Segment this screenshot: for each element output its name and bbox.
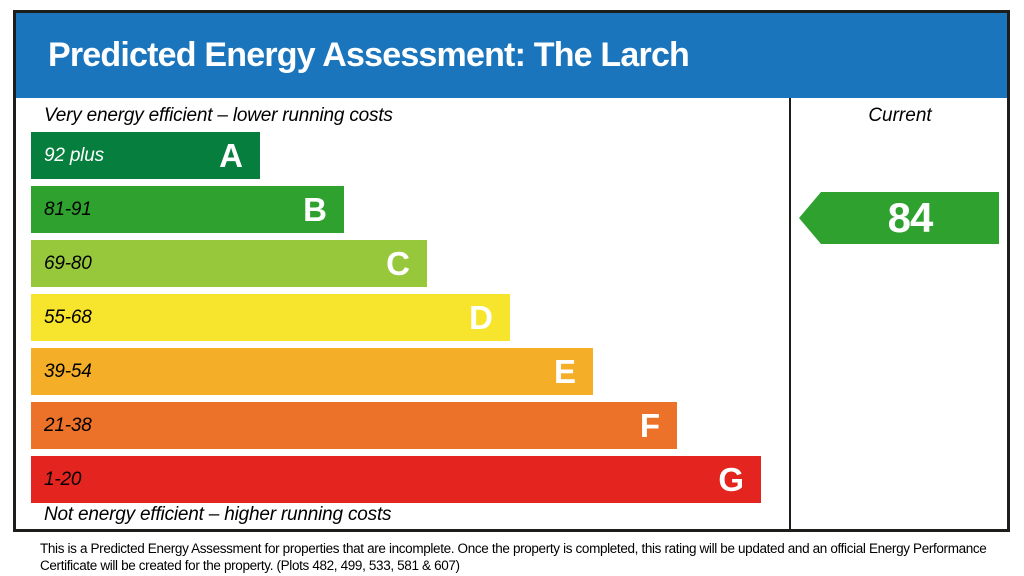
- bands-container: 92 plus A 81-91 B 69-80 C 55-68 D: [31, 132, 761, 510]
- band-G: 1-20 G: [31, 456, 761, 503]
- band-letter: C: [386, 245, 410, 282]
- band-range-label: 1-20: [44, 468, 82, 490]
- chart-body: Very energy efficient – lower running co…: [16, 98, 1007, 529]
- band-F: 21-38 F: [31, 402, 677, 449]
- footnote: This is a Predicted Energy Assessment fo…: [40, 541, 987, 573]
- band-letter: G: [718, 461, 744, 498]
- band-letter: F: [639, 407, 660, 444]
- band-letter: D: [469, 299, 493, 336]
- not-efficient-label: Not energy efficient – higher running co…: [44, 504, 392, 525]
- current-rating-value: 84: [887, 194, 934, 241]
- current-rating-arrow: 84: [799, 192, 999, 244]
- band-range-label: 39-54: [44, 360, 92, 382]
- band-C: 69-80 C: [31, 240, 427, 287]
- band-A: 92 plus A: [31, 132, 260, 179]
- page-title: Predicted Energy Assessment: The Larch: [48, 36, 690, 74]
- band-range-label: 55-68: [44, 306, 92, 328]
- band-range-label: 92 plus: [44, 144, 104, 166]
- rating-chart: Very energy efficient – lower running co…: [16, 98, 791, 529]
- band-letter: B: [303, 191, 327, 228]
- band-D: 55-68 D: [31, 294, 510, 341]
- band-range-label: 69-80: [44, 252, 92, 274]
- header-banner: Predicted Energy Assessment: The Larch: [16, 13, 1007, 98]
- band-B: 81-91 B: [31, 186, 344, 233]
- band-letter: E: [553, 353, 576, 390]
- current-column: Current 84: [793, 98, 1007, 529]
- epc-frame: Predicted Energy Assessment: The Larch V…: [13, 10, 1010, 532]
- band-range-label: 81-91: [44, 198, 92, 220]
- band-letter: A: [219, 137, 243, 174]
- band-E: 39-54 E: [31, 348, 593, 395]
- very-efficient-label: Very energy efficient – lower running co…: [44, 105, 393, 126]
- band-range-label: 21-38: [44, 414, 92, 436]
- current-column-header: Current: [868, 105, 932, 126]
